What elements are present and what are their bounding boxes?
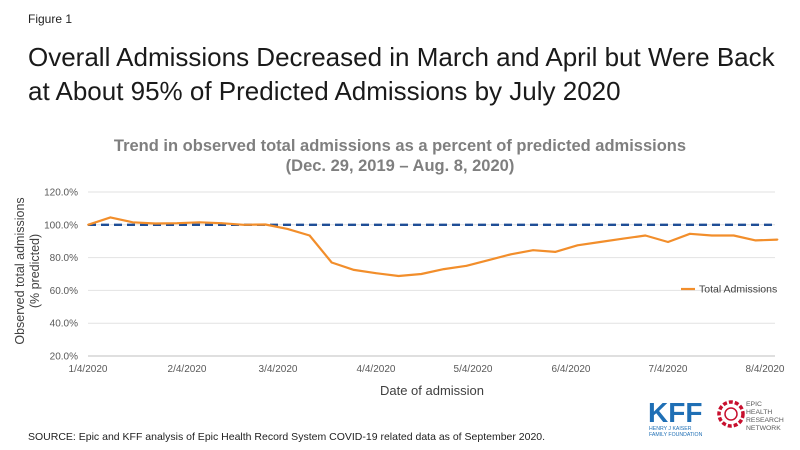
epic-logo-line-4: NETWORK [746,425,781,432]
data-point [375,272,377,275]
source-note: SOURCE: Epic and KFF analysis of Epic He… [28,431,546,443]
y-tick-label: 80.0% [50,253,78,264]
x-tick-label: 8/4/2020 [746,364,785,375]
data-point [532,249,534,252]
kff-logo-text: KFF [648,397,702,428]
gridlines [88,191,775,357]
y-axis-label-line1: Observed total admissions [13,197,27,344]
data-point [599,241,601,243]
y-axis: 20.0% 40.0% 60.0% 80.0% 100.0% 120.0% [44,188,78,363]
data-point [776,238,779,241]
legend-label: Total Admissions [699,284,777,296]
epic-logo-line-3: RESEARCH [746,417,784,424]
x-tick-label: 1/4/2020 [69,364,108,375]
x-tick-label: 6/4/2020 [552,364,591,375]
data-point [330,261,333,264]
data-point [576,244,579,247]
data-point [308,234,311,237]
series-line-total-admissions [87,216,778,278]
logos: KFF HENRY J KAISER FAMILY FOUNDATION EPI… [648,397,784,438]
chart-title: Trend in observed total admissions as a … [113,137,687,155]
data-point [487,259,490,261]
data-point [465,264,468,267]
data-point [732,234,735,237]
data-point [689,232,691,235]
chart-title-block: Trend in observed total admissions as a … [0,136,800,176]
data-point [220,222,223,225]
epic-health-research-network-logo: EPIC HEALTH RESEARCH NETWORK [717,400,784,432]
data-points [87,216,779,277]
y-tick-label: 60.0% [50,286,78,297]
y-tick-label: 120.0% [44,188,78,199]
data-point [621,237,624,240]
epic-gear-icon [717,400,745,428]
kff-logo-subtitle-1: HENRY J KAISER [649,426,692,432]
data-point [286,228,289,230]
x-tick-label: 3/4/2020 [259,364,298,375]
epic-logo-line-1: EPIC [746,401,762,408]
data-point [131,221,134,224]
data-point [710,234,713,237]
data-point [352,269,355,271]
x-tick-label: 7/4/2020 [649,364,688,375]
x-axis-label: Date of admission [380,383,484,398]
y-axis-label-line2: (% predicted) [28,234,42,308]
kff-logo: KFF HENRY J KAISER FAMILY FOUNDATION [648,397,703,438]
data-point [443,268,445,270]
x-tick-label: 5/4/2020 [454,364,493,375]
data-point [420,273,423,275]
data-point [554,250,557,253]
epic-gear-inner-icon [724,407,738,421]
data-point [754,239,757,242]
data-point [87,223,89,226]
kff-logo-subtitle-2: FAMILY FOUNDATION [649,432,703,438]
y-tick-label: 40.0% [50,319,78,330]
data-point [667,241,669,243]
legend: Total Admissions [681,284,777,296]
x-tick-label: 4/4/2020 [357,364,396,375]
data-point [242,223,245,226]
data-point [264,223,267,226]
chart-subtitle: (Dec. 29, 2019 – Aug. 8, 2020) [285,157,515,175]
data-point [154,222,156,225]
page-title: Overall Admissions Decreased in March an… [28,42,775,106]
data-point [198,221,201,224]
data-point [397,275,400,277]
figure-label: Figure 1 [28,12,73,26]
data-point [644,234,647,237]
y-tick-label: 100.0% [44,220,78,231]
y-axis-label: Observed total admissions (% predicted) [13,197,42,344]
y-tick-label: 20.0% [50,352,78,363]
data-point [109,216,112,219]
epic-logo-line-2: HEALTH [746,409,772,416]
x-tick-label: 2/4/2020 [168,364,207,375]
x-axis: 1/4/2020 2/4/2020 3/4/2020 4/4/2020 5/4/2020… [69,364,785,375]
data-point [176,222,179,225]
data-point [510,253,512,256]
